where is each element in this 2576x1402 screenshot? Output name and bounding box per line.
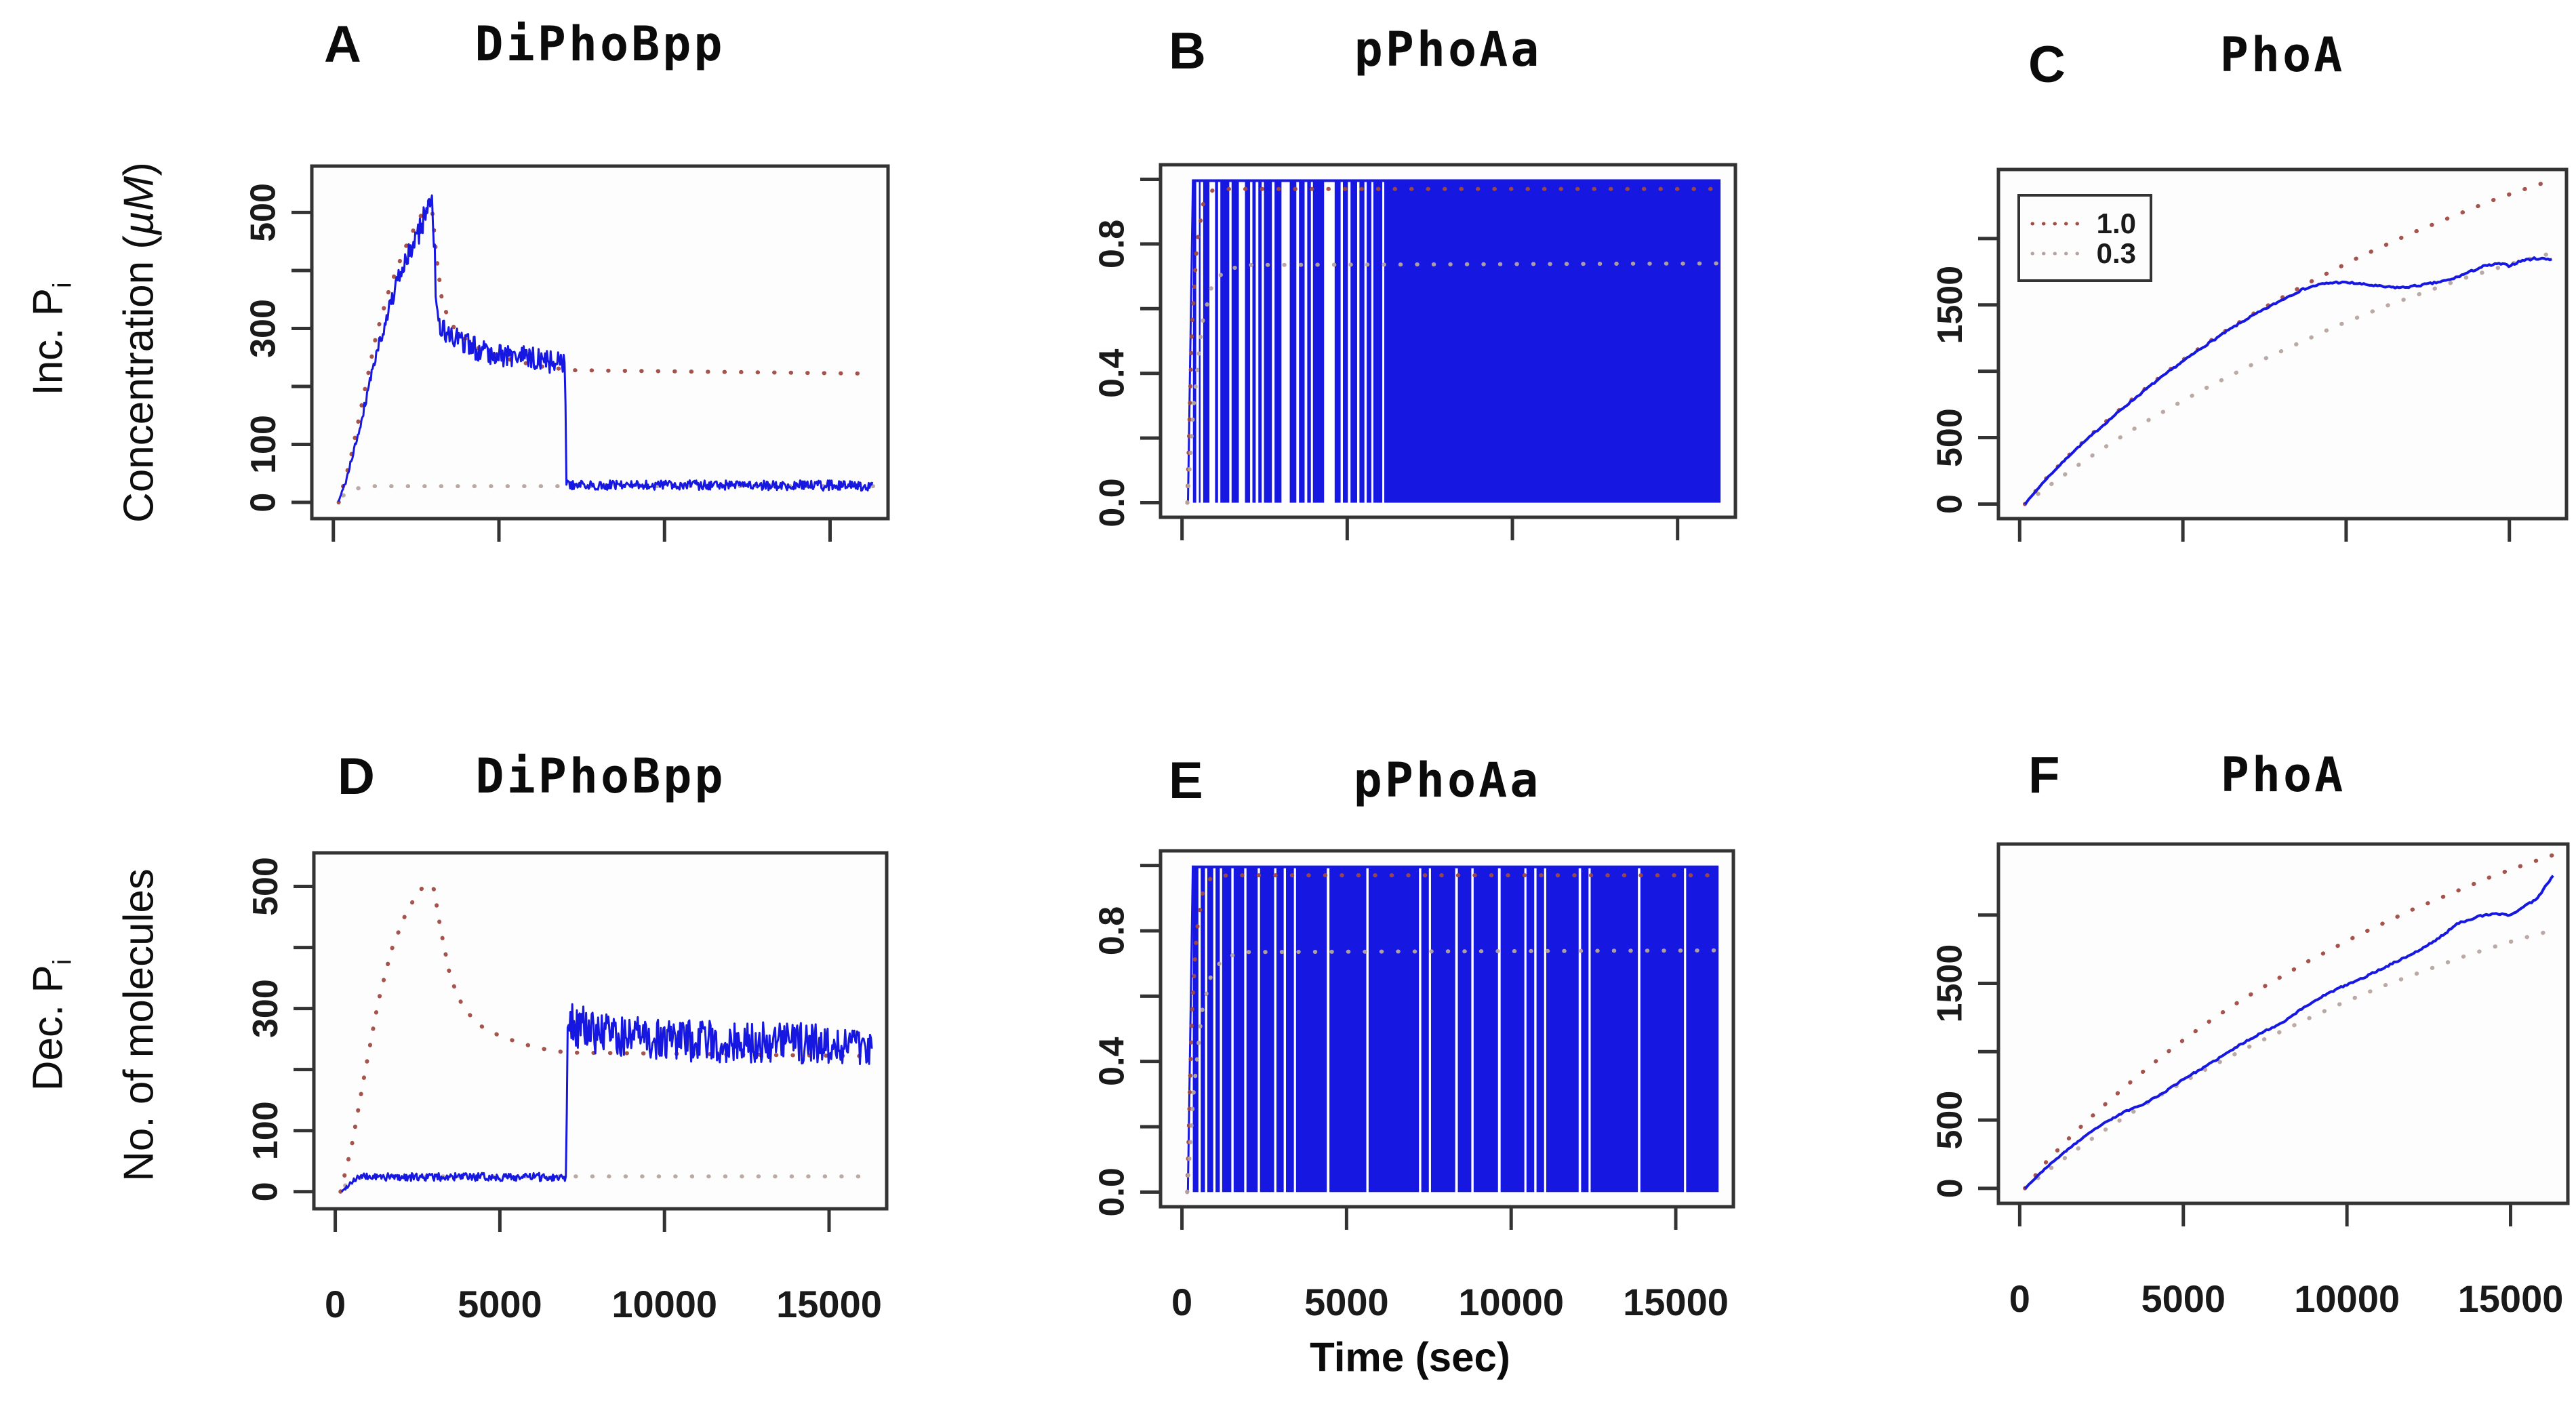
panel-letter-a: A	[324, 16, 361, 73]
svg-text:0.3: 0.3	[2097, 237, 2136, 269]
svg-text:5000: 5000	[2141, 1277, 2226, 1320]
panel-letter-f: F	[2028, 746, 2060, 804]
panel-title-e: pPhoAa	[1353, 753, 1542, 808]
svg-text:1500: 1500	[1931, 266, 1970, 344]
panel-b-plot: 0.0 0.4 0.8	[1093, 163, 1737, 540]
row1-condition-text: Inc. Pi	[24, 282, 77, 396]
svg-text:300: 300	[244, 299, 283, 358]
svg-text:500: 500	[244, 183, 283, 242]
svg-text:10000: 10000	[1458, 1281, 1564, 1323]
svg-text:15000: 15000	[776, 1283, 882, 1325]
svg-text:100: 100	[244, 415, 283, 474]
svg-text:500: 500	[1931, 1091, 1970, 1150]
svg-text:0.4: 0.4	[1093, 1037, 1132, 1085]
panel-letter-d: D	[338, 748, 375, 805]
row2-axis-text: No. of molecules	[115, 868, 163, 1182]
svg-text:5000: 5000	[458, 1283, 542, 1325]
svg-text:0.8: 0.8	[1093, 220, 1132, 268]
panel-title-a: DiPhoBpp	[475, 16, 725, 72]
panel-f-plot: 0 5000 10000 15000 0 500 1500	[1931, 842, 2570, 1320]
svg-text:0: 0	[1171, 1281, 1192, 1323]
svg-text:0.0: 0.0	[1093, 478, 1132, 527]
row2-condition-text: Dec. Pi	[24, 959, 77, 1091]
panel-title-c: PhoA	[2219, 27, 2346, 83]
x-axis-label: Time (sec)	[1310, 1334, 1510, 1380]
svg-text:10000: 10000	[2294, 1277, 2400, 1320]
svg-text:1.0: 1.0	[2097, 207, 2136, 239]
svg-text:0.8: 0.8	[1093, 906, 1132, 955]
panel-title-b: pPhoAa	[1354, 22, 1542, 77]
svg-text:15000: 15000	[2458, 1277, 2564, 1320]
svg-text:0: 0	[325, 1283, 346, 1325]
svg-text:10000: 10000	[611, 1283, 717, 1325]
svg-text:0.0: 0.0	[1093, 1167, 1132, 1216]
svg-text:300: 300	[246, 979, 285, 1038]
panel-e-plot: 0 5000 10000 15000 0.0 0.4 0.8	[1093, 849, 1735, 1323]
svg-text:0: 0	[244, 493, 283, 513]
panel-letter-c: C	[2028, 36, 2066, 94]
panel-c-plot: 0 500 1500 1.00.3	[1931, 167, 2569, 542]
svg-text:0: 0	[1931, 1178, 1970, 1198]
svg-text:5000: 5000	[1304, 1281, 1389, 1323]
svg-text:0: 0	[1931, 494, 1970, 514]
panel-a-plot: 0 100 300 500	[244, 164, 890, 542]
panel-d-plot: 0 5000 10000 15000 0 100 300 500	[246, 851, 889, 1325]
row1-axis-text: Concentration (µM)	[115, 162, 163, 523]
panel-letter-b: B	[1169, 22, 1206, 80]
panel-title-d: DiPhoBpp	[475, 748, 726, 804]
panel-letter-e: E	[1169, 752, 1203, 809]
svg-text:0: 0	[246, 1182, 285, 1201]
svg-text:500: 500	[1931, 408, 1970, 467]
svg-text:0: 0	[2009, 1277, 2030, 1320]
svg-text:15000: 15000	[1623, 1281, 1729, 1323]
svg-text:500: 500	[246, 857, 285, 916]
svg-text:0.4: 0.4	[1093, 348, 1132, 397]
svg-text:100: 100	[246, 1101, 285, 1160]
svg-text:1500: 1500	[1931, 944, 1970, 1023]
panel-title-f: PhoA	[2220, 747, 2346, 803]
